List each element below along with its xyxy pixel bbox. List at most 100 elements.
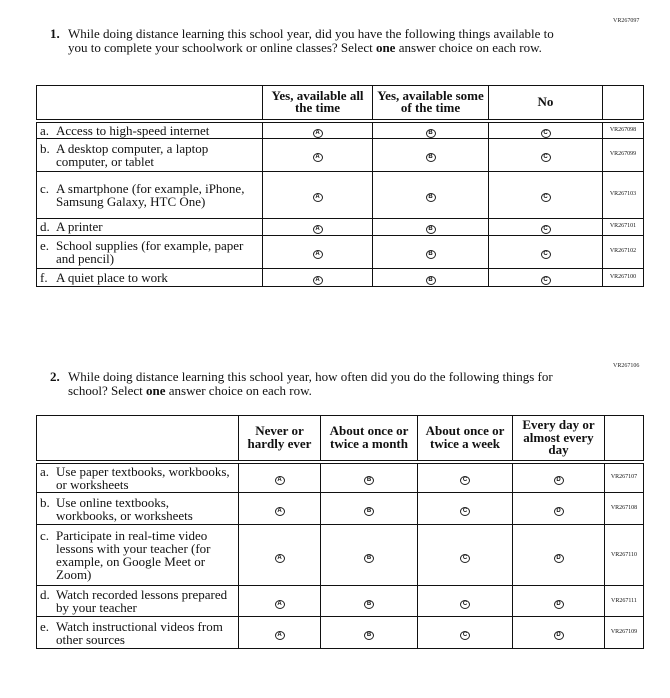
answer-bubble-a[interactable]: A [312,250,323,259]
answer-bubble-c[interactable]: C [460,599,470,609]
answer-bubble-a[interactable]: A [312,128,323,138]
answer-bubble-b[interactable]: B [364,507,374,516]
answer-cell: C [417,524,513,586]
table-row: f. A quiet place to work A B C VR267100 [36,267,644,287]
row-text: A quiet place to work [56,269,168,285]
answer-cell: D [512,524,605,586]
column-header: Never or hardly ever [238,415,321,464]
row-text: Access to high-speed internet [56,122,210,138]
row-letter: c. [40,528,50,543]
table-row: b. A desktop computer, a laptop computer,… [36,137,644,172]
answer-bubble-c[interactable]: C [540,275,551,285]
row-text: School supplies (for example, paper and … [56,237,244,266]
answer-cell: D [512,616,605,649]
row-letter: e. [40,237,50,253]
table-row: a. Access to high-speed internet A B C VR2670… [36,120,644,139]
answer-bubble-c[interactable]: C [540,128,551,138]
row-label: c. A smartphone (for example, iPhone, Sam… [36,170,263,219]
row-text: A printer [56,219,103,234]
table-row: e. Watch instructional videos from other … [36,616,644,649]
column-header: Yes, available some of the time [372,85,489,123]
answer-bubble-a[interactable]: A [274,599,285,609]
row-label: b. A desktop computer, a laptop computer,… [36,137,263,172]
answer-bubble-d[interactable]: D [553,476,564,486]
answer-bubble-b[interactable]: B [364,553,374,563]
answer-bubble-b[interactable]: B [364,599,374,609]
column-header: Yes, available all the time [262,85,373,123]
answer-cell: A [262,137,373,172]
answer-cell: B [320,524,418,586]
answer-bubble-a[interactable]: A [312,193,323,202]
answer-cell: B [372,170,489,219]
answer-cell: A [238,461,321,493]
answer-bubble-c[interactable]: C [460,553,470,563]
row-label: e. Watch instructional videos from other … [36,616,239,649]
table-row: d. A printer A B C VR267101 [36,217,644,236]
header-blank [602,85,644,123]
answer-bubble-a[interactable]: A [274,553,285,563]
answer-bubble-b[interactable]: B [425,153,436,162]
answer-bubble-d[interactable]: D [553,631,564,640]
answer-cell: C [417,492,513,525]
answer-bubble-b[interactable]: B [364,631,374,640]
answer-bubble-c[interactable]: C [540,250,551,259]
table-row: c. Participate in real-time video lessons… [36,524,644,586]
column-header: About once or twice a month [320,415,418,464]
table-row: b. Use online textbooks, workbooks, or wo… [36,492,644,525]
row-text: Participate in real-time video lessons w… [56,528,211,582]
answer-cell: A [238,524,321,586]
question-2-table: Never or hardly ever About once or twice… [36,415,644,649]
row-label: f. A quiet place to work [36,267,263,287]
question-code: VR267097 [613,18,640,24]
answer-cell: A [262,217,373,236]
item-code: VR267100 [602,267,644,287]
answer-bubble-d[interactable]: D [553,507,564,516]
row-text: Watch instructional videos from other so… [56,618,223,647]
answer-cell: B [372,217,489,236]
answer-bubble-b[interactable]: B [425,128,436,138]
answer-cell: A [238,492,321,525]
answer-bubble-a[interactable]: A [274,507,285,516]
answer-bubble-d[interactable]: D [553,599,564,609]
answer-cell: B [320,585,418,617]
answer-bubble-c[interactable]: C [540,153,551,162]
row-text: Use paper textbooks, workbooks, or works… [56,463,230,492]
header-blank [36,85,263,123]
answer-bubble-c[interactable]: C [460,507,470,516]
answer-bubble-a[interactable]: A [274,631,285,640]
table-row: c. A smartphone (for example, iPhone, Sam… [36,170,644,219]
answer-bubble-b[interactable]: B [425,225,436,234]
item-code: VR267103 [602,170,644,219]
answer-cell: C [488,267,603,287]
header-blank [604,415,644,464]
answer-bubble-b[interactable]: B [425,250,436,259]
answer-cell: D [512,461,605,493]
answer-bubble-b[interactable]: B [364,476,374,486]
answer-bubble-b[interactable]: B [425,275,436,285]
table-row: a. Use paper textbooks, workbooks, or wor… [36,461,644,493]
answer-cell: A [262,234,373,269]
row-letter: d. [40,219,50,234]
row-letter: b. [40,140,50,156]
row-text: Watch recorded lessons prepared by your … [56,587,228,615]
row-letter: a. [40,463,50,479]
answer-bubble-c[interactable]: C [460,476,470,486]
row-label: a. Use paper textbooks, workbooks, or wor… [36,461,239,493]
answer-bubble-b[interactable]: B [425,193,436,202]
answer-cell: C [488,234,603,269]
answer-cell: B [320,492,418,525]
row-letter: d. [40,587,50,602]
answer-bubble-a[interactable]: A [274,476,285,486]
answer-bubble-c[interactable]: C [540,225,551,234]
answer-bubble-a[interactable]: A [312,275,323,285]
item-code: VR267109 [604,616,644,649]
row-label: e. School supplies (for example, paper an… [36,234,263,269]
answer-bubble-c[interactable]: C [540,193,551,202]
answer-bubble-d[interactable]: D [553,553,564,563]
answer-bubble-a[interactable]: A [312,153,323,162]
answer-cell: A [238,616,321,649]
answer-bubble-c[interactable]: C [460,631,470,640]
row-letter: a. [40,122,50,138]
answer-cell: B [320,461,418,493]
answer-bubble-a[interactable]: A [312,225,323,234]
